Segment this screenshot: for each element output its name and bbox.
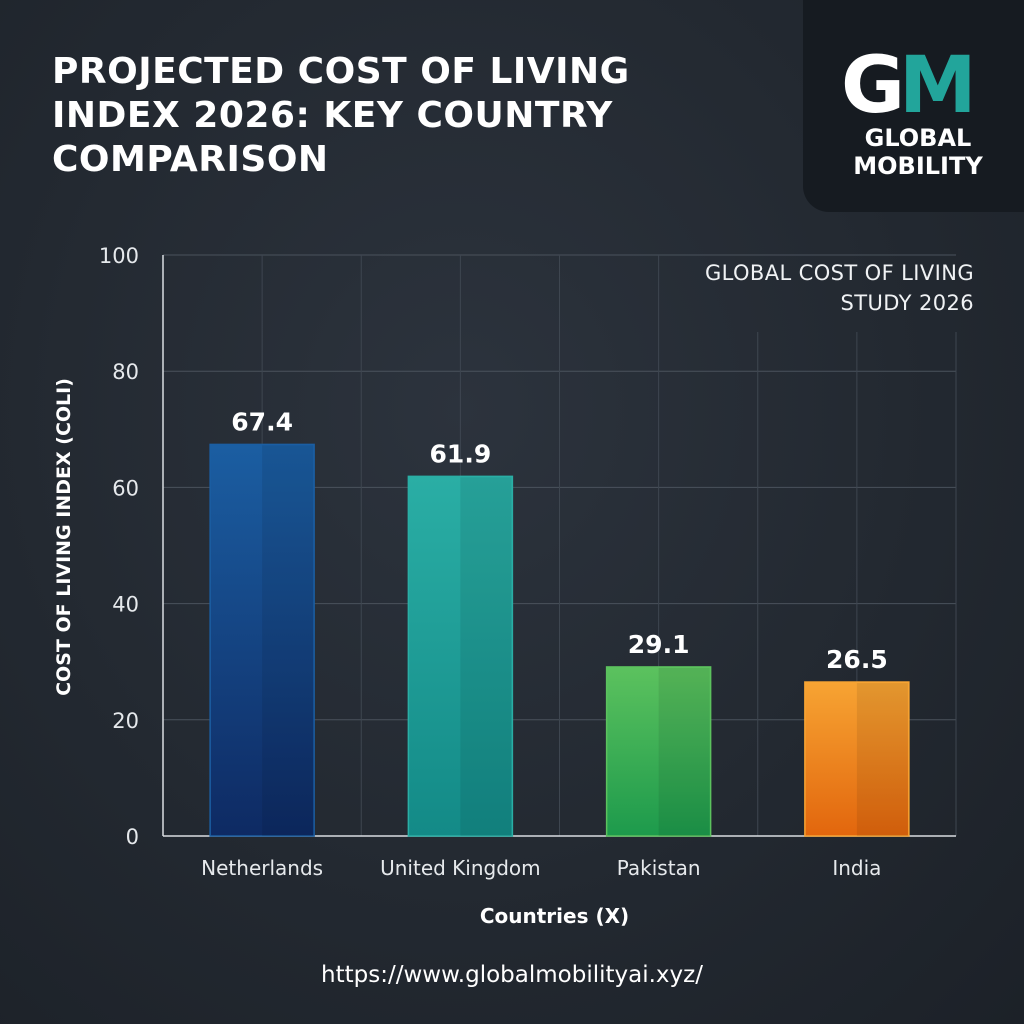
logo-mark: G M [841, 44, 977, 120]
logo-mark-m: M [899, 44, 977, 120]
bar-pakistan [605, 666, 712, 837]
logo-line-global: GLOBAL [864, 124, 972, 152]
bar-shade [856, 683, 908, 836]
bar-united-kingdom [407, 475, 514, 837]
x-tick-label: India [832, 856, 881, 880]
bar-india [804, 681, 910, 837]
chart-subtitle: GLOBAL COST OF LIVING STUDY 2026 [704, 261, 974, 315]
x-tick-label: United Kingdom [380, 856, 541, 880]
bar-netherlands [209, 443, 315, 837]
bar-shade [460, 477, 512, 836]
source-url[interactable]: https://www.globalmobilityai.xyz/ [321, 962, 703, 988]
logo-mark-g: G [841, 44, 905, 120]
logo-line-mobility: MOBILITY [853, 152, 983, 180]
y-tick-label: 0 [126, 825, 139, 849]
x-axis-title: Countries (X) [480, 904, 629, 928]
logo-text: GLOBAL MOBILITY [843, 124, 993, 180]
x-tick-label: Pakistan [617, 856, 701, 880]
bar-shade [658, 667, 710, 836]
y-tick-label: 20 [112, 709, 139, 733]
data-label: 29.1 [628, 630, 690, 659]
data-label: 67.4 [231, 407, 293, 436]
y-tick-label: 80 [112, 360, 139, 384]
logo-panel: G M GLOBAL MOBILITY [803, 0, 1024, 212]
y-tick-label: 100 [99, 244, 139, 268]
y-tick-label: 40 [112, 593, 139, 617]
data-label: 26.5 [826, 645, 888, 674]
data-label: 61.9 [430, 439, 492, 468]
x-tick-label: Netherlands [201, 856, 323, 880]
y-axis-title: COST OF LIVING INDEX (COLI) [53, 378, 75, 696]
bar-shade [262, 445, 314, 836]
page-title: PROJECTED COST OF LIVING INDEX 2026: KEY… [52, 51, 630, 180]
y-tick-label: 60 [112, 476, 139, 500]
